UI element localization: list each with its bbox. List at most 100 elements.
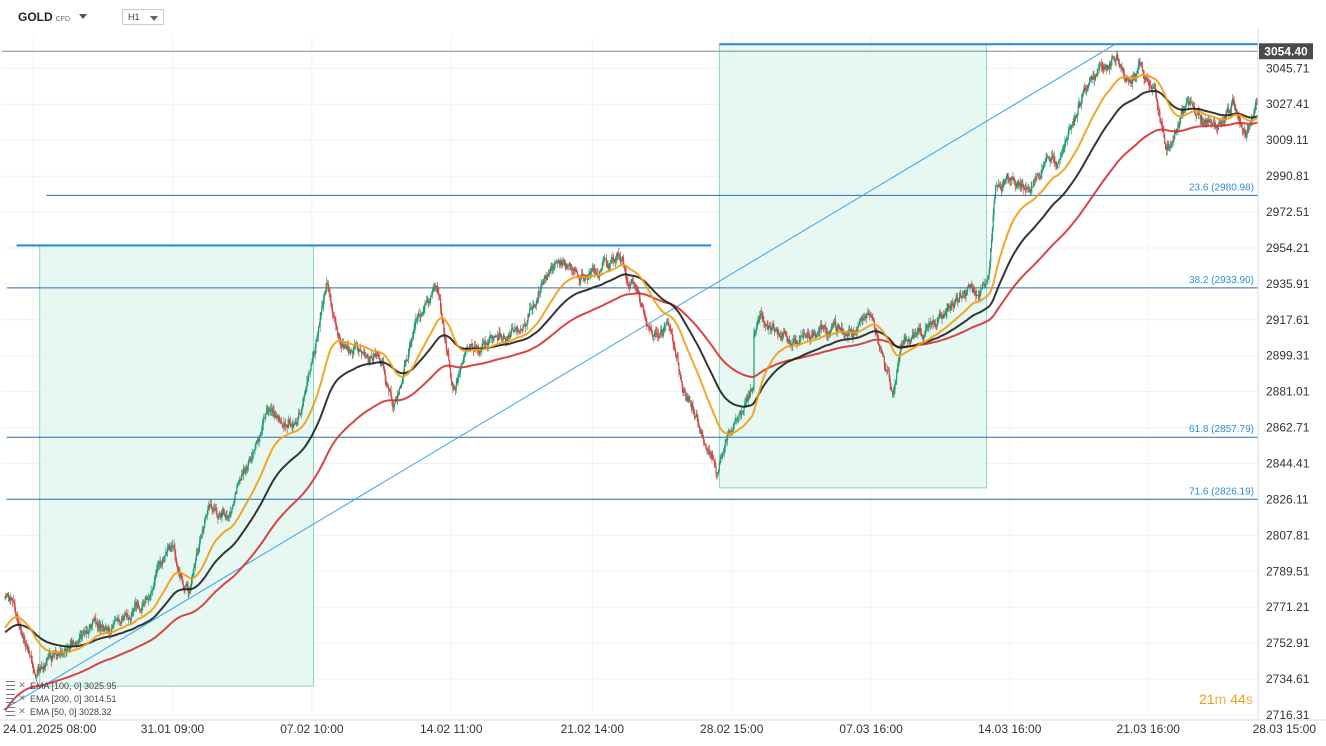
candle-body [223, 514, 226, 516]
candle-body [573, 268, 575, 271]
menu-icon[interactable] [6, 681, 15, 690]
candle-body [823, 326, 825, 328]
candle-body [294, 422, 296, 425]
candle-body [656, 332, 659, 335]
candle-body [537, 297, 539, 299]
candle-body [958, 297, 960, 302]
candle-down [1118, 58, 1120, 69]
candle-down [1084, 82, 1086, 93]
candle-body [609, 263, 612, 265]
candle-body [777, 329, 779, 334]
candle-body [206, 514, 208, 517]
candle-up [1042, 160, 1045, 170]
candle-up [365, 354, 367, 359]
legend-ema100[interactable]: ✕ EMA [100, 0] 3025.95 [6, 679, 117, 692]
candle-down [426, 295, 428, 304]
candle-down [935, 324, 937, 331]
candle-body [161, 563, 163, 565]
close-icon[interactable]: ✕ [18, 693, 26, 703]
candle-down [298, 409, 301, 415]
candle-down [612, 251, 614, 265]
candle-up [1119, 63, 1121, 69]
candle-down [1035, 176, 1037, 183]
candle-body [1195, 114, 1197, 116]
close-icon[interactable]: ✕ [18, 680, 26, 690]
candle-body [1095, 74, 1097, 76]
candle-up [611, 256, 613, 263]
symbol-selector[interactable]: GOLD CFD [18, 10, 88, 24]
candle-down [331, 301, 333, 311]
candle-body [484, 341, 486, 343]
menu-icon[interactable] [6, 694, 15, 703]
candle-down [804, 332, 806, 339]
candle-body [564, 260, 566, 265]
candle-down [670, 328, 673, 335]
candle-body [112, 624, 114, 627]
candle-up [1173, 134, 1175, 147]
candle-body [243, 469, 245, 471]
candle-body [961, 296, 963, 299]
candle-body [569, 263, 571, 270]
candle-up [101, 619, 103, 632]
timeframe-select[interactable]: H1 [122, 9, 164, 25]
candle-up [157, 559, 160, 571]
candle-body [1207, 119, 1210, 122]
candle-body [373, 356, 375, 361]
y-tick-label: 2789.51 [1266, 564, 1310, 578]
candle-body [929, 322, 931, 325]
candle-body [169, 546, 171, 550]
candle-body [583, 278, 585, 280]
candle-down [880, 345, 882, 354]
candle-up [1090, 74, 1092, 83]
candle-up [886, 370, 888, 376]
candle-body [317, 327, 320, 336]
candle-body [562, 262, 564, 266]
candle-body [651, 334, 654, 337]
candle-body [1136, 73, 1138, 77]
candle-up [222, 506, 224, 517]
candle-body [752, 386, 754, 391]
candle-body [931, 322, 933, 324]
candle-up [219, 512, 221, 521]
candle-up [353, 344, 355, 356]
candle-up [741, 407, 743, 419]
candle-down [564, 259, 566, 270]
y-tick-label: 2917.61 [1266, 313, 1310, 327]
candle-body [1191, 103, 1193, 105]
candle-body [703, 442, 706, 444]
candle-down [1216, 126, 1219, 135]
candle-body [1158, 109, 1160, 111]
candle-body [423, 309, 425, 312]
candle-up [199, 533, 202, 544]
candle-down [521, 328, 523, 335]
candle-up [318, 322, 320, 328]
menu-icon[interactable] [6, 707, 15, 716]
candle-up [1036, 173, 1038, 181]
close-icon[interactable]: ✕ [18, 706, 26, 716]
candle-body [972, 288, 974, 293]
candle-body [384, 374, 386, 382]
candle-body [778, 333, 780, 335]
candle-body [1023, 188, 1026, 190]
candle-up [1004, 177, 1007, 185]
legend-ema200[interactable]: ✕ EMA [200, 0] 3014.51 [6, 692, 117, 705]
candle-body [695, 414, 697, 417]
candle-body [1086, 89, 1088, 91]
candle-down [173, 539, 175, 550]
candle-body [1229, 112, 1231, 114]
candle-down [176, 557, 178, 568]
candle-body [205, 516, 207, 518]
candle-down [712, 450, 714, 460]
candle-down [957, 299, 960, 304]
candle-body [1149, 84, 1151, 86]
candle-down [626, 277, 628, 287]
candle-body [105, 626, 108, 631]
candle-down [716, 471, 718, 480]
legend-ema50[interactable]: ✕ EMA [50, 0] 3028.32 [6, 705, 117, 718]
candle-down [920, 327, 923, 337]
candle-body [694, 413, 696, 418]
candle-up [1104, 63, 1106, 70]
candle-body [1090, 76, 1092, 79]
candle-down [1027, 184, 1029, 193]
